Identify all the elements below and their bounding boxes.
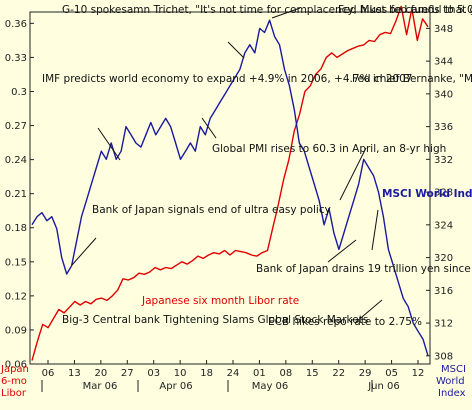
x-axis-tick-label: 22 — [332, 368, 345, 379]
right-axis-tick-label: 344 — [434, 57, 453, 68]
month-label: May 06 — [252, 381, 289, 392]
annotation-headline: Big-3 Central bank Tightening Slams Glob… — [62, 314, 368, 326]
x-axis-tick-label: 10 — [174, 368, 187, 379]
annotation-fed-hike: Fed hikes fed funds to 5.00% — [338, 4, 472, 16]
annotation-msci-series: MSCI World Index — [382, 188, 472, 200]
leader-fed-hike — [271, 7, 301, 19]
x-axis-tick-label: 24 — [227, 368, 240, 379]
right-axis-tick-label: 316 — [434, 286, 453, 297]
left-axis-tick-label: 0.24 — [5, 155, 27, 166]
right-axis-tick-label: 336 — [434, 122, 453, 133]
right-axis-tick-label: 308 — [434, 351, 453, 362]
leader-imf — [97, 127, 121, 161]
right-axis-tick-label: 340 — [434, 89, 453, 100]
left-axis-tick-label: 0.09 — [5, 325, 27, 336]
x-axis-tick-label: 01 — [253, 368, 266, 379]
x-axis-tick-label: 13 — [68, 368, 81, 379]
annotation-libor-series: Japanese six month Libor rate — [141, 295, 299, 307]
right-axis-tick-label: 348 — [434, 24, 453, 35]
libor-series-line — [31, 5, 429, 361]
x-axis-tick-label: 27 — [121, 368, 134, 379]
x-axis-tick-label: 08 — [279, 368, 292, 379]
right-axis-tick-label: 324 — [434, 220, 453, 231]
left-axis-tick-label: 0.12 — [5, 291, 27, 302]
right-axis-tick-label: 312 — [434, 319, 453, 330]
annotation-boj-signal: Bank of Japan signals end of ultra easy … — [92, 204, 331, 216]
annotations: G-10 spokesamn Trichet, "It's not time f… — [42, 4, 472, 328]
left-axis-title: Japan 6-mo Libor — [0, 364, 32, 399]
month-label: Apr 06 — [159, 381, 192, 392]
x-axis-tick-label: 03 — [147, 368, 160, 379]
right-axis-label: MSCI World Index — [436, 364, 469, 399]
left-axis-label-line: Japan — [0, 364, 29, 375]
msci-series-line — [31, 19, 429, 357]
left-axis-label-line: 6-mo — [1, 376, 27, 387]
right-axis-tick-label: 320 — [434, 253, 453, 264]
x-axis-tick-label: 12 — [412, 368, 425, 379]
leader-ecb — [355, 299, 383, 323]
x-axis-tick-label: 05 — [385, 368, 398, 379]
left-axis-label-line: Libor — [1, 388, 27, 399]
series-layer — [31, 5, 429, 361]
left-axis-tick-label: 0.21 — [5, 189, 27, 200]
annotation-pmi: Global PMI rises to 60.3 in April, an 8-… — [212, 143, 446, 155]
right-axis-label-line: World — [436, 376, 465, 387]
leader-g10 — [227, 41, 245, 59]
left-axis-tick-label: 0.15 — [5, 257, 27, 268]
left-axis-label: Japan 6-mo Libor — [0, 364, 32, 399]
annotation-g10-trichet: G-10 spokesamn Trichet, "It's not time f… — [62, 4, 472, 16]
right-axis-tick-label: 328 — [434, 188, 453, 199]
x-axis-tick-label: 20 — [94, 368, 107, 379]
left-axis-tick-label: 0.27 — [5, 121, 27, 132]
plot-frame — [29, 11, 431, 365]
month-label: Mar 06 — [83, 381, 118, 392]
right-axis-label-line: MSCI — [441, 364, 466, 375]
x-axis-tick-label: 15 — [306, 368, 319, 379]
x-axis-tick-label: 06 — [42, 368, 55, 379]
leader-bernanke — [339, 147, 367, 201]
left-axis-tick-label: 0.06 — [5, 360, 27, 371]
x-axis-tick-label: 29 — [359, 368, 372, 379]
ticks-layer: 0.06 0.09 0.12 0.15 0.18 0.21 0.24 0.27 0.3 0.33 0… — [5, 19, 453, 392]
annotation-imf: IMF predicts world economy to expand +4.… — [42, 73, 412, 85]
leader-boj-signal — [71, 237, 97, 266]
month-label: Jun 06 — [367, 381, 400, 392]
annotation-leaders — [71, 7, 383, 323]
left-axis-tick-label: 0.33 — [5, 53, 27, 64]
left-axis-tick-label: 0.3 — [11, 87, 27, 98]
leader-pmi — [201, 117, 217, 139]
right-axis-label-line: Index — [438, 388, 466, 399]
right-axis-tick-label: 332 — [434, 155, 453, 166]
left-axis-tick-label: 0.36 — [5, 19, 27, 30]
leader-boj-drain — [327, 239, 357, 263]
right-axis-title: MSCI World Index — [436, 364, 469, 399]
x-axis-tick-label: 18 — [200, 368, 213, 379]
leader-msci — [371, 209, 379, 251]
annotation-ecb: ECB hikes repo rate to 2.75% — [268, 316, 422, 328]
annotation-boj-drain: Bank of Japan drains 19 trillion yen sin… — [256, 263, 472, 275]
annotation-g10-line: G-10 spokesamn Trichet, "It's not time f… — [62, 4, 472, 16]
annotation-bernanke: Fed chief Bernanke, "Must resist energy … — [352, 73, 472, 85]
left-axis-tick-label: 0.18 — [5, 223, 27, 234]
